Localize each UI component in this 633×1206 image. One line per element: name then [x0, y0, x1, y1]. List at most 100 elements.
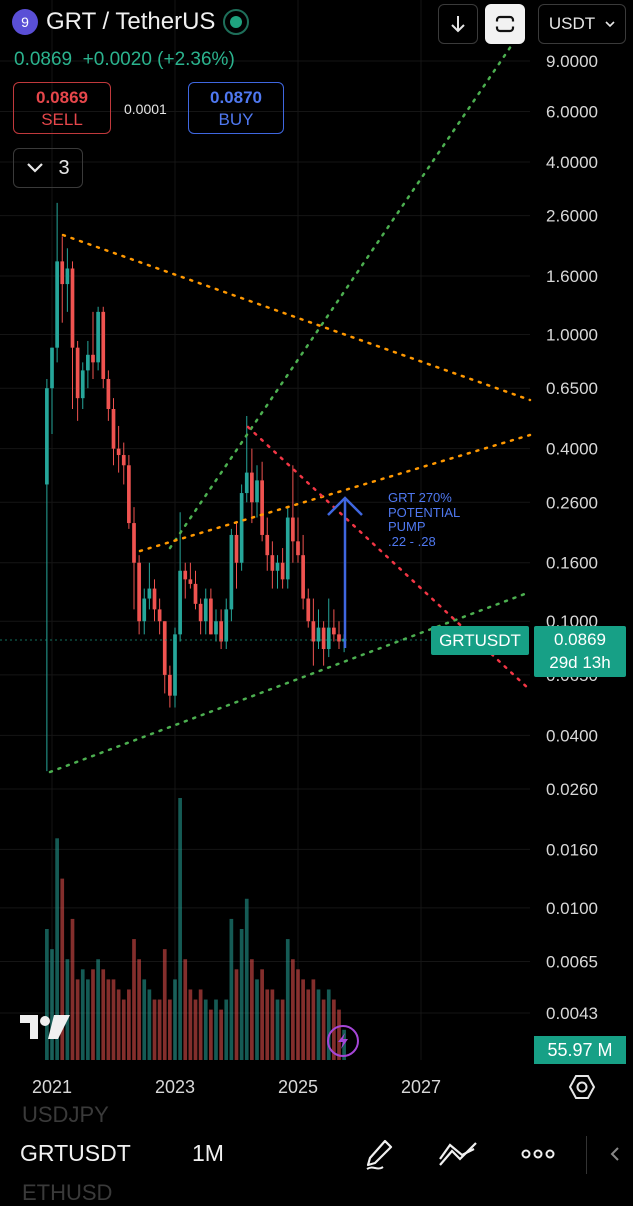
volume-bar — [316, 989, 321, 1060]
volume-bar — [137, 959, 141, 1060]
chart-canvas[interactable]: 9.0000 6.0000 4.0000 2.6000 1.6000 1.0000 0.65… — [0, 0, 633, 1108]
more-dots-icon — [521, 1149, 555, 1159]
candle-body — [311, 621, 316, 642]
symbol-button[interactable]: GRTUSDT — [20, 1140, 131, 1166]
candle-body — [203, 598, 208, 622]
candle-body — [306, 598, 311, 622]
volume-bar — [75, 979, 80, 1060]
title-row: 9 GRT / TetherUS — [12, 8, 250, 36]
volume-bar — [101, 969, 106, 1060]
chart-settings-icon[interactable] — [568, 1073, 596, 1101]
indicator-count: 3 — [58, 156, 70, 179]
interval-button[interactable]: 1M — [192, 1140, 224, 1166]
chevron-down-icon — [27, 163, 44, 173]
indicators-toggle-button[interactable]: 3 — [13, 148, 83, 188]
grt-coin-icon: 9 — [12, 9, 38, 35]
prev-symbol-ghost: USDJPY — [22, 1102, 109, 1127]
candle-body — [280, 562, 285, 580]
red-downtrend-line — [246, 425, 532, 692]
chart-grid — [0, 0, 530, 1060]
candle-body — [116, 448, 121, 456]
fullscreen-button[interactable] — [485, 4, 525, 44]
volume-bar — [234, 969, 239, 1060]
y-tick-label: 2.6000 — [546, 207, 598, 226]
volume-bar — [50, 949, 54, 1060]
volume-bar — [168, 999, 172, 1060]
volume-bar — [311, 979, 316, 1060]
candle-body — [321, 627, 326, 650]
volume-bar — [255, 979, 259, 1060]
candle-body — [244, 472, 249, 494]
volume-bar — [147, 989, 152, 1060]
volume-bar — [65, 959, 70, 1060]
x-tick-label: 2023 — [155, 1077, 195, 1097]
candle-body — [60, 261, 65, 285]
candle-body — [178, 570, 182, 635]
sell-price: 0.0869 — [36, 88, 88, 107]
volume-bar — [86, 979, 90, 1060]
candle-body — [50, 347, 54, 389]
candle-body — [121, 455, 126, 466]
volume-bar — [121, 999, 126, 1060]
volume-bar — [111, 979, 116, 1060]
last-price-label: 0.0869 29d 13h — [534, 626, 626, 677]
volume-bar — [326, 989, 331, 1060]
candle-body — [301, 555, 305, 599]
indicators-icon — [439, 1142, 477, 1166]
candle-body — [209, 598, 213, 635]
volume-bar — [55, 838, 59, 1060]
x-tick-label: 2021 — [32, 1077, 72, 1097]
candle-body — [188, 579, 193, 584]
currency-select[interactable]: USDT — [538, 4, 626, 44]
candle-body — [255, 480, 259, 503]
indicators-button[interactable] — [438, 1134, 478, 1174]
y-tick-label: 0.0260 — [546, 780, 598, 799]
sell-button[interactable]: 0.0869 SELL — [13, 82, 111, 134]
y-tick-label: 0.4000 — [546, 440, 598, 459]
support-trendline — [48, 590, 532, 774]
volume-bar — [96, 959, 100, 1060]
volume-bar — [280, 999, 285, 1060]
tradingview-logo-icon — [20, 1015, 70, 1039]
candle-body — [142, 598, 147, 622]
candlesticks — [45, 202, 346, 772]
candle-body — [106, 378, 111, 409]
volume-bar — [116, 989, 121, 1060]
quick-trade-button[interactable] — [327, 1025, 359, 1057]
draw-button[interactable] — [360, 1134, 400, 1174]
y-tick-label: 0.0100 — [546, 899, 598, 918]
candle-body — [270, 555, 275, 571]
volume-bar — [45, 929, 49, 1060]
pump-annotation: GRT 270% POTENTIAL PUMP .22 - .28 — [388, 490, 461, 549]
candle-body — [157, 609, 162, 622]
candle-body — [285, 517, 290, 580]
candle-body — [55, 261, 59, 348]
volume-bar — [239, 929, 244, 1060]
volume-bar — [244, 898, 249, 1060]
pencil-icon — [366, 1139, 393, 1170]
candle-body — [296, 541, 300, 556]
volume-bar — [183, 959, 188, 1060]
candle-body — [173, 634, 177, 696]
candle-body — [214, 621, 218, 635]
volume-bar — [80, 969, 85, 1060]
steep-green-trendline — [168, 28, 524, 550]
buy-button[interactable]: 0.0870 BUY — [188, 82, 284, 134]
download-button[interactable] — [438, 4, 478, 44]
candle-body — [234, 534, 239, 563]
chevron-down-icon — [605, 20, 615, 27]
candle-body — [239, 493, 244, 563]
y-tick-label: 0.0065 — [546, 953, 598, 972]
pair-title[interactable]: GRT / TetherUS — [46, 8, 216, 35]
spread-value: 0.0001 — [124, 101, 167, 117]
volume-bar — [285, 939, 290, 1060]
volume-bar — [142, 979, 147, 1060]
volume-bar — [291, 959, 295, 1060]
candle-body — [250, 472, 254, 503]
buy-price: 0.0870 — [210, 88, 262, 107]
volume-bar — [193, 999, 198, 1060]
collapse-button[interactable] — [600, 1134, 630, 1174]
y-tick-label: 0.2600 — [546, 493, 598, 512]
more-button[interactable] — [518, 1134, 558, 1174]
volume-bar — [229, 918, 234, 1060]
